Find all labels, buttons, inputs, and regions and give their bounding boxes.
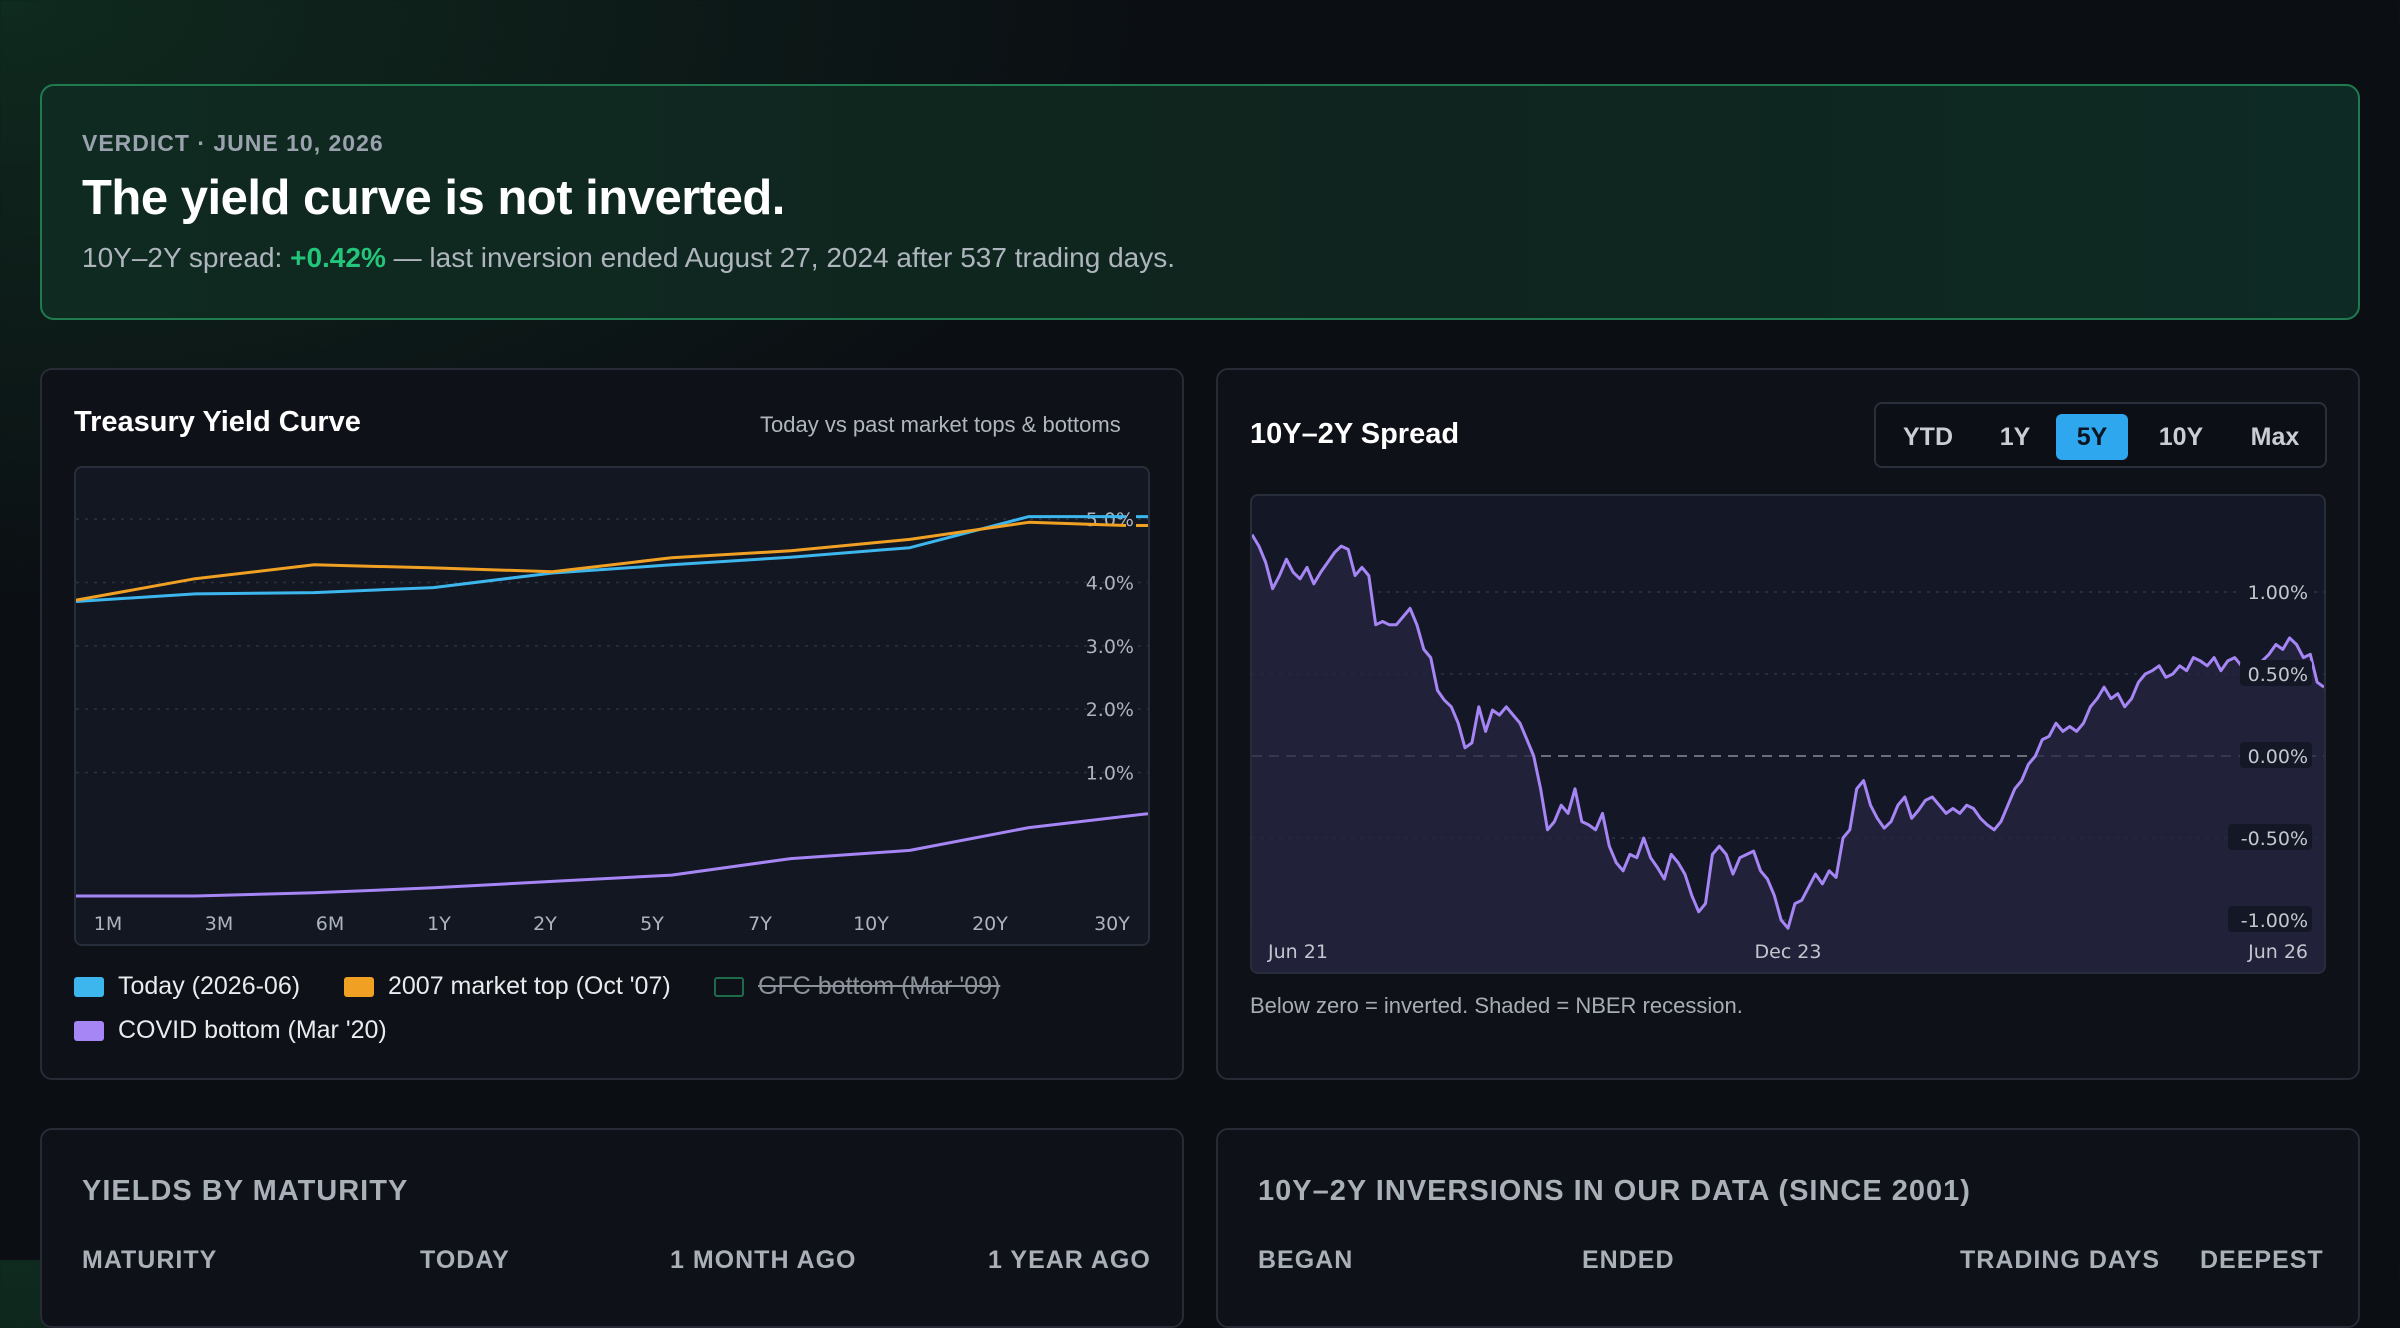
spread-svg: 1.00% 0.50% 0.00% -0.50% -1.00% Jun 21 Dec 23 J… xyxy=(1252,533,2324,972)
legend-label: 2007 market top (Oct '07) xyxy=(388,972,671,1000)
spread-y-tick-bg xyxy=(2228,824,2312,850)
series-line-2007-market-top-oct-07 xyxy=(76,520,1127,602)
legend-item-covid-bottom-mar-20[interactable]: COVID bottom (Mar '20) xyxy=(74,1016,387,1045)
inv-col-days: TRADING DAYS xyxy=(1960,1246,2160,1274)
legend-swatch xyxy=(714,977,744,997)
spread-prefix: 10Y–2Y spread: xyxy=(82,242,291,273)
inv-col-began: BEGAN xyxy=(1258,1246,1354,1274)
spread-y-tick-bg xyxy=(2228,906,2312,932)
yield-curve-subtitle: Today vs past market tops & bottoms xyxy=(760,412,1121,437)
curve-x-tick: 5Y xyxy=(640,913,664,935)
yields-col-today: TODAY xyxy=(420,1246,510,1274)
legend-label: COVID bottom (Mar '20) xyxy=(118,1016,387,1044)
spread-y-tick-bg xyxy=(2240,660,2312,686)
spread-chart: 1.00% 0.50% 0.00% -0.50% -1.00% Jun 21 Dec 23 J… xyxy=(1250,494,2326,974)
spread-x-tick: Dec 23 xyxy=(1755,941,1822,963)
spread-area xyxy=(1252,534,2324,972)
spread-y-tick: 0.00% xyxy=(2248,746,2308,768)
curve-x-tick: 1M xyxy=(94,913,122,935)
curve-y-tick: 3.0% xyxy=(1086,636,1134,658)
range-button-max[interactable]: Max xyxy=(2250,423,2300,451)
yields-col-1m: 1 MONTH AGO xyxy=(670,1246,857,1274)
legend-label: Today (2026-06) xyxy=(118,972,301,1000)
range-selector: YTD 1Y 5Y 10Y Max xyxy=(1874,402,2327,468)
spread-y-tick: -1.00% xyxy=(2241,910,2308,932)
spread-y-tick: 0.50% xyxy=(2248,664,2308,686)
curve-x-tick: 7Y xyxy=(748,913,772,935)
curve-x-tick: 20Y xyxy=(972,913,1008,935)
legend-swatch xyxy=(74,1021,104,1041)
curve-y-tick: 1.0% xyxy=(1086,763,1134,785)
yield-curve-title: Treasury Yield Curve xyxy=(74,406,361,438)
series-line-today-2026-06 xyxy=(76,515,1126,603)
spread-suffix: — last inversion ended August 27, 2024 a… xyxy=(385,242,1176,273)
verdict-date: VERDICT · JUNE 10, 2026 xyxy=(82,130,384,156)
yield-curve-svg: 5.0% 4.0% 3.0% 2.0% 1.0% 1M 3M 6M 1Y 2Y 5Y 7Y 10Y 20Y… xyxy=(76,509,1148,935)
range-button-ytd[interactable]: YTD xyxy=(1903,423,1953,451)
curve-x-tick: 1Y xyxy=(427,913,451,935)
curve-y-tick: 2.0% xyxy=(1086,699,1134,721)
curve-x-tick: 10Y xyxy=(853,913,889,935)
yields-col-maturity: MATURITY xyxy=(82,1246,218,1274)
legend-item-today-2026-06[interactable]: Today (2026-06) xyxy=(74,972,300,1001)
legend-swatch xyxy=(74,977,104,997)
range-button-10y[interactable]: 10Y xyxy=(2158,423,2204,451)
legend-swatch xyxy=(344,977,374,997)
range-button-1y[interactable]: 1Y xyxy=(1999,423,2031,451)
spread-value: +0.42% xyxy=(290,242,386,273)
spread-x-tick: Jun 21 xyxy=(1267,941,1328,963)
curve-x-tick: 2Y xyxy=(533,913,557,935)
yields-section-title: YIELDS BY MATURITY xyxy=(82,1175,409,1207)
series-line-covid-bottom-mar-20 xyxy=(76,812,1148,898)
curve-y-tick: 5.0% xyxy=(1086,509,1134,531)
curve-x-tick: 6M xyxy=(316,913,344,935)
inversions-section-title: 10Y–2Y INVERSIONS IN OUR DATA (SINCE 200… xyxy=(1258,1175,1971,1207)
yield-curve-chart: 5.0% 4.0% 3.0% 2.0% 1.0% 1M 3M 6M 1Y 2Y 5Y 7Y 10Y 20Y… xyxy=(74,466,1150,946)
yields-col-1y: 1 YEAR AGO xyxy=(988,1246,1151,1274)
spread-y-tick: -0.50% xyxy=(2241,828,2308,850)
spread-y-tick-bg xyxy=(2240,742,2312,768)
curve-x-tick: 3M xyxy=(205,913,233,935)
legend-item-gfc-bottom-mar-09[interactable]: GFC bottom (Mar '09) xyxy=(714,972,1000,1001)
inv-col-deepest: DEEPEST xyxy=(2200,1246,2324,1274)
verdict-banner: VERDICT · JUNE 10, 2026 The yield curve … xyxy=(40,84,2360,320)
legend-item-2007-market-top-oct-07[interactable]: 2007 market top (Oct '07) xyxy=(344,972,671,1001)
spread-y-tick-bg xyxy=(2240,578,2312,604)
spread-title: 10Y–2Y Spread xyxy=(1250,418,1460,450)
curve-y-tick: 4.0% xyxy=(1086,573,1134,595)
spread-note: Below zero = inverted. Shaded = NBER rec… xyxy=(1250,993,1743,1018)
inversions-table-panel xyxy=(1216,1128,2360,1328)
spread-y-tick: 1.00% xyxy=(2248,582,2308,604)
yields-table-panel xyxy=(40,1128,1184,1328)
range-button-5y[interactable]: 5Y xyxy=(2056,414,2128,460)
verdict-summary: 10Y–2Y spread: +0.42% — last inversion e… xyxy=(82,242,1175,274)
spread-x-tick: Jun 26 xyxy=(2247,941,2308,963)
spread-line xyxy=(1252,533,2324,930)
legend-label: GFC bottom (Mar '09) xyxy=(758,972,1001,1000)
verdict-headline: The yield curve is not inverted. xyxy=(82,171,785,225)
curve-x-tick: 30Y xyxy=(1094,913,1130,935)
inv-col-ended: ENDED xyxy=(1582,1246,1675,1274)
